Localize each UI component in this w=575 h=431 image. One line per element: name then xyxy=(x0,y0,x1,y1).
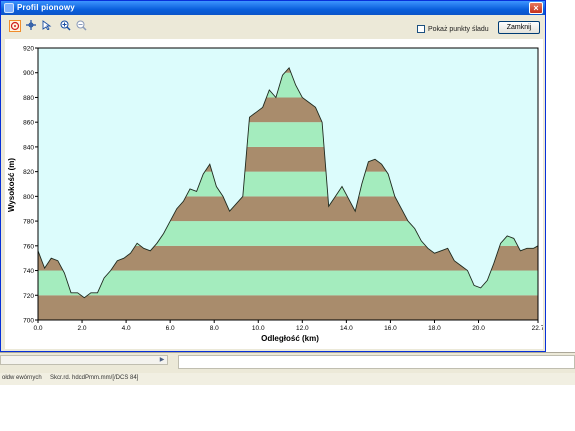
y-tick-label: 780 xyxy=(23,219,34,226)
x-tick-label: 14.0 xyxy=(340,325,353,332)
title-bar[interactable]: Profil pionowy × xyxy=(1,1,545,15)
y-tick-label: 800 xyxy=(23,194,34,201)
window-title: Profil pionowy xyxy=(17,3,75,12)
target-tool-icon[interactable] xyxy=(9,20,21,32)
x-axis-label: Odległość (km) xyxy=(261,334,319,343)
y-tick-label: 840 xyxy=(23,144,34,151)
chart-area: 920 900 880 860 840 820 800 780 760 740 720 700 0.0… xyxy=(5,39,545,349)
y-tick-label: 900 xyxy=(23,70,34,77)
show-track-points-checkbox[interactable] xyxy=(417,25,425,33)
x-tick-label: 16.0 xyxy=(384,325,397,332)
y-tick-label: 820 xyxy=(23,169,34,176)
toolbar: Pokaż punkty śladu Zamknij xyxy=(1,16,545,38)
y-tick-label: 740 xyxy=(23,268,34,275)
elevation-profile-chart: 920 900 880 860 840 820 800 780 760 740 720 700 0.0… xyxy=(7,46,545,344)
show-track-points-label: Pokaż punkty śladu xyxy=(428,25,489,33)
select-tool-icon[interactable] xyxy=(41,20,53,32)
scroll-right-icon[interactable]: ▶ xyxy=(159,357,165,363)
x-tick-label: 6.0 xyxy=(166,325,175,332)
secondary-panel xyxy=(178,355,575,369)
y-tick-label: 880 xyxy=(23,95,34,102)
x-tick-label: 20.0 xyxy=(472,325,485,332)
horizontal-scrollbar[interactable]: ▶ xyxy=(0,355,168,365)
plot-frame-border xyxy=(37,47,539,321)
zoom-out-icon[interactable] xyxy=(75,20,87,32)
elevation-band xyxy=(38,67,538,73)
y-tick-label: 720 xyxy=(23,293,34,300)
elevation-band xyxy=(38,295,538,320)
show-track-points-option[interactable]: Pokaż punkty śladu xyxy=(417,23,489,35)
y-tick-label: 700 xyxy=(23,318,34,325)
x-tick-label: 10.0 xyxy=(252,325,265,332)
close-window-button[interactable]: × xyxy=(529,2,543,14)
y-tick-label: 920 xyxy=(23,46,34,53)
elevation-band xyxy=(38,270,538,296)
y-tick-label: 860 xyxy=(23,120,34,127)
x-tick-label: 8.0 xyxy=(210,325,219,332)
x-tick-label: 12.0 xyxy=(296,325,309,332)
status-right-text: Skcr.rd. hdcdPmm.mm/[/DCS 84] xyxy=(50,375,139,381)
x-tick-label: 4.0 xyxy=(122,325,131,332)
zoom-in-icon[interactable] xyxy=(59,20,71,32)
x-tick-label: 2.0 xyxy=(78,325,87,332)
app-icon xyxy=(4,3,14,13)
x-tick-label: 22.7 xyxy=(532,325,543,332)
move-tool-icon[interactable] xyxy=(25,20,37,32)
y-tick-label: 760 xyxy=(23,243,34,250)
status-left-text: ołdw ewórnych xyxy=(2,375,42,381)
bottom-pane: ▶ xyxy=(0,352,575,373)
x-tick-label: 18.0 xyxy=(428,325,441,332)
x-tick-label: 0.0 xyxy=(33,325,42,332)
status-bar: ołdw ewórnych Skcr.rd. hdcdPmm.mm/[/DCS … xyxy=(0,373,575,385)
close-button[interactable]: Zamknij xyxy=(498,21,540,34)
elevation-series-line xyxy=(37,66,539,299)
y-axis-label: Wysokość (m) xyxy=(7,158,16,212)
profile-window: Profil pionowy × Pokaż punkty śladu Zamk… xyxy=(0,0,546,352)
